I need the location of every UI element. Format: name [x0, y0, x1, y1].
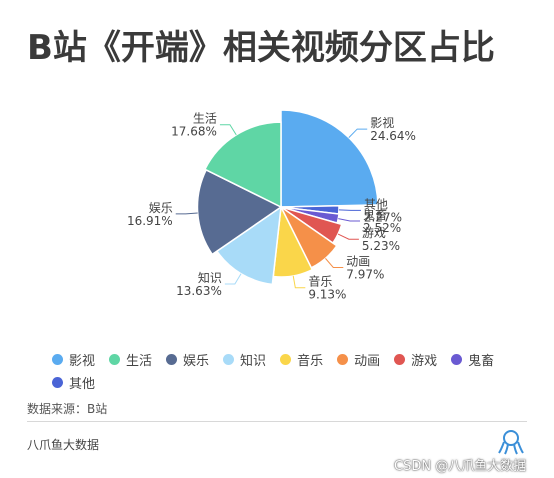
label-line-6 [224, 273, 242, 285]
slice-value-label-3: 5.23% [362, 239, 400, 253]
slice-value-label-0: 24.64% [370, 129, 416, 143]
brand-name: 八爪鱼大数据 [27, 438, 100, 452]
legend-item-3[interactable]: 知识 [223, 350, 266, 369]
legend-color-dot [223, 354, 235, 365]
slice-value-label-5: 9.13% [308, 288, 346, 302]
legend-item-8[interactable]: 其他 [52, 373, 95, 392]
legend-item-7[interactable]: 鬼畜 [451, 350, 494, 369]
pie-slice-7[interactable] [196, 168, 283, 256]
slice-name-label-4: 动画 [346, 254, 370, 268]
label-line-4 [325, 258, 344, 268]
slice-value-label-7: 16.91% [127, 214, 173, 228]
legend-label: 游戏 [411, 354, 438, 369]
legend-label: 鬼畜 [468, 354, 495, 369]
pie-slice-0[interactable] [280, 109, 379, 208]
legend-color-dot [109, 354, 121, 365]
slice-name-label-0: 影视 [370, 115, 394, 130]
slice-value-label-6: 13.63% [176, 284, 222, 298]
legend-color-dot [52, 377, 63, 388]
legend-item-4[interactable]: 音乐 [280, 350, 323, 369]
slice-name-label-8: 生活 [193, 112, 217, 126]
legend-item-5[interactable]: 动画 [337, 350, 380, 369]
legend-color-dot [52, 354, 63, 365]
slice-value-label-1: 2.27% [364, 210, 402, 224]
pie-slice-8[interactable] [203, 121, 282, 209]
slice-name-label-5: 音乐 [308, 274, 332, 289]
label-line-8 [219, 124, 237, 136]
legend-label: 影视 [69, 354, 96, 369]
legend-color-dot [337, 354, 349, 365]
legend-label: 生活 [126, 354, 153, 369]
label-line-7 [175, 212, 198, 215]
legend-item-2[interactable]: 娱乐 [166, 350, 209, 369]
label-line-3 [337, 233, 359, 240]
label-line-0 [348, 128, 368, 138]
legend-item-0[interactable]: 影视 [52, 350, 95, 369]
legend-item-1[interactable]: 生活 [109, 350, 152, 369]
slice-name-label-6: 知识 [198, 271, 222, 285]
chart-legend: 影视 生活 娱乐 知识 音乐 动画 游戏 鬼畜其他 [52, 350, 522, 392]
legend-label: 娱乐 [183, 354, 210, 369]
legend-color-dot [451, 354, 463, 365]
legend-label: 知识 [240, 354, 267, 369]
label-line-5 [292, 275, 306, 289]
slice-value-label-8: 17.68% [171, 125, 217, 139]
csdn-watermark: CSDN @八爪鱼大数据 [394, 459, 527, 474]
legend-label: 音乐 [297, 354, 324, 369]
chart-title: B站《开端》相关视频分区占比 [27, 28, 495, 68]
label-line-1 [338, 209, 361, 211]
legend-color-dot [280, 354, 292, 365]
legend-label: 其他 [69, 377, 96, 392]
label-line-2 [338, 218, 361, 222]
slice-name-label-7: 娱乐 [149, 201, 173, 215]
slice-name-label-2: 鬼畜 [363, 207, 387, 222]
data-source: 数据来源：B站 [27, 402, 108, 416]
slice-name-label-1: 其他 [364, 197, 388, 211]
legend-color-dot [394, 354, 406, 365]
legend-item-6[interactable]: 游戏 [394, 350, 437, 369]
octopus-logo-icon [498, 430, 524, 455]
slice-value-label-4: 7.97% [346, 267, 384, 281]
legend-label: 动画 [354, 354, 381, 369]
divider [27, 421, 527, 422]
legend-color-dot [166, 354, 178, 365]
slice-name-label-3: 游戏 [362, 226, 386, 240]
slice-value-label-2: 2.52% [363, 221, 401, 235]
